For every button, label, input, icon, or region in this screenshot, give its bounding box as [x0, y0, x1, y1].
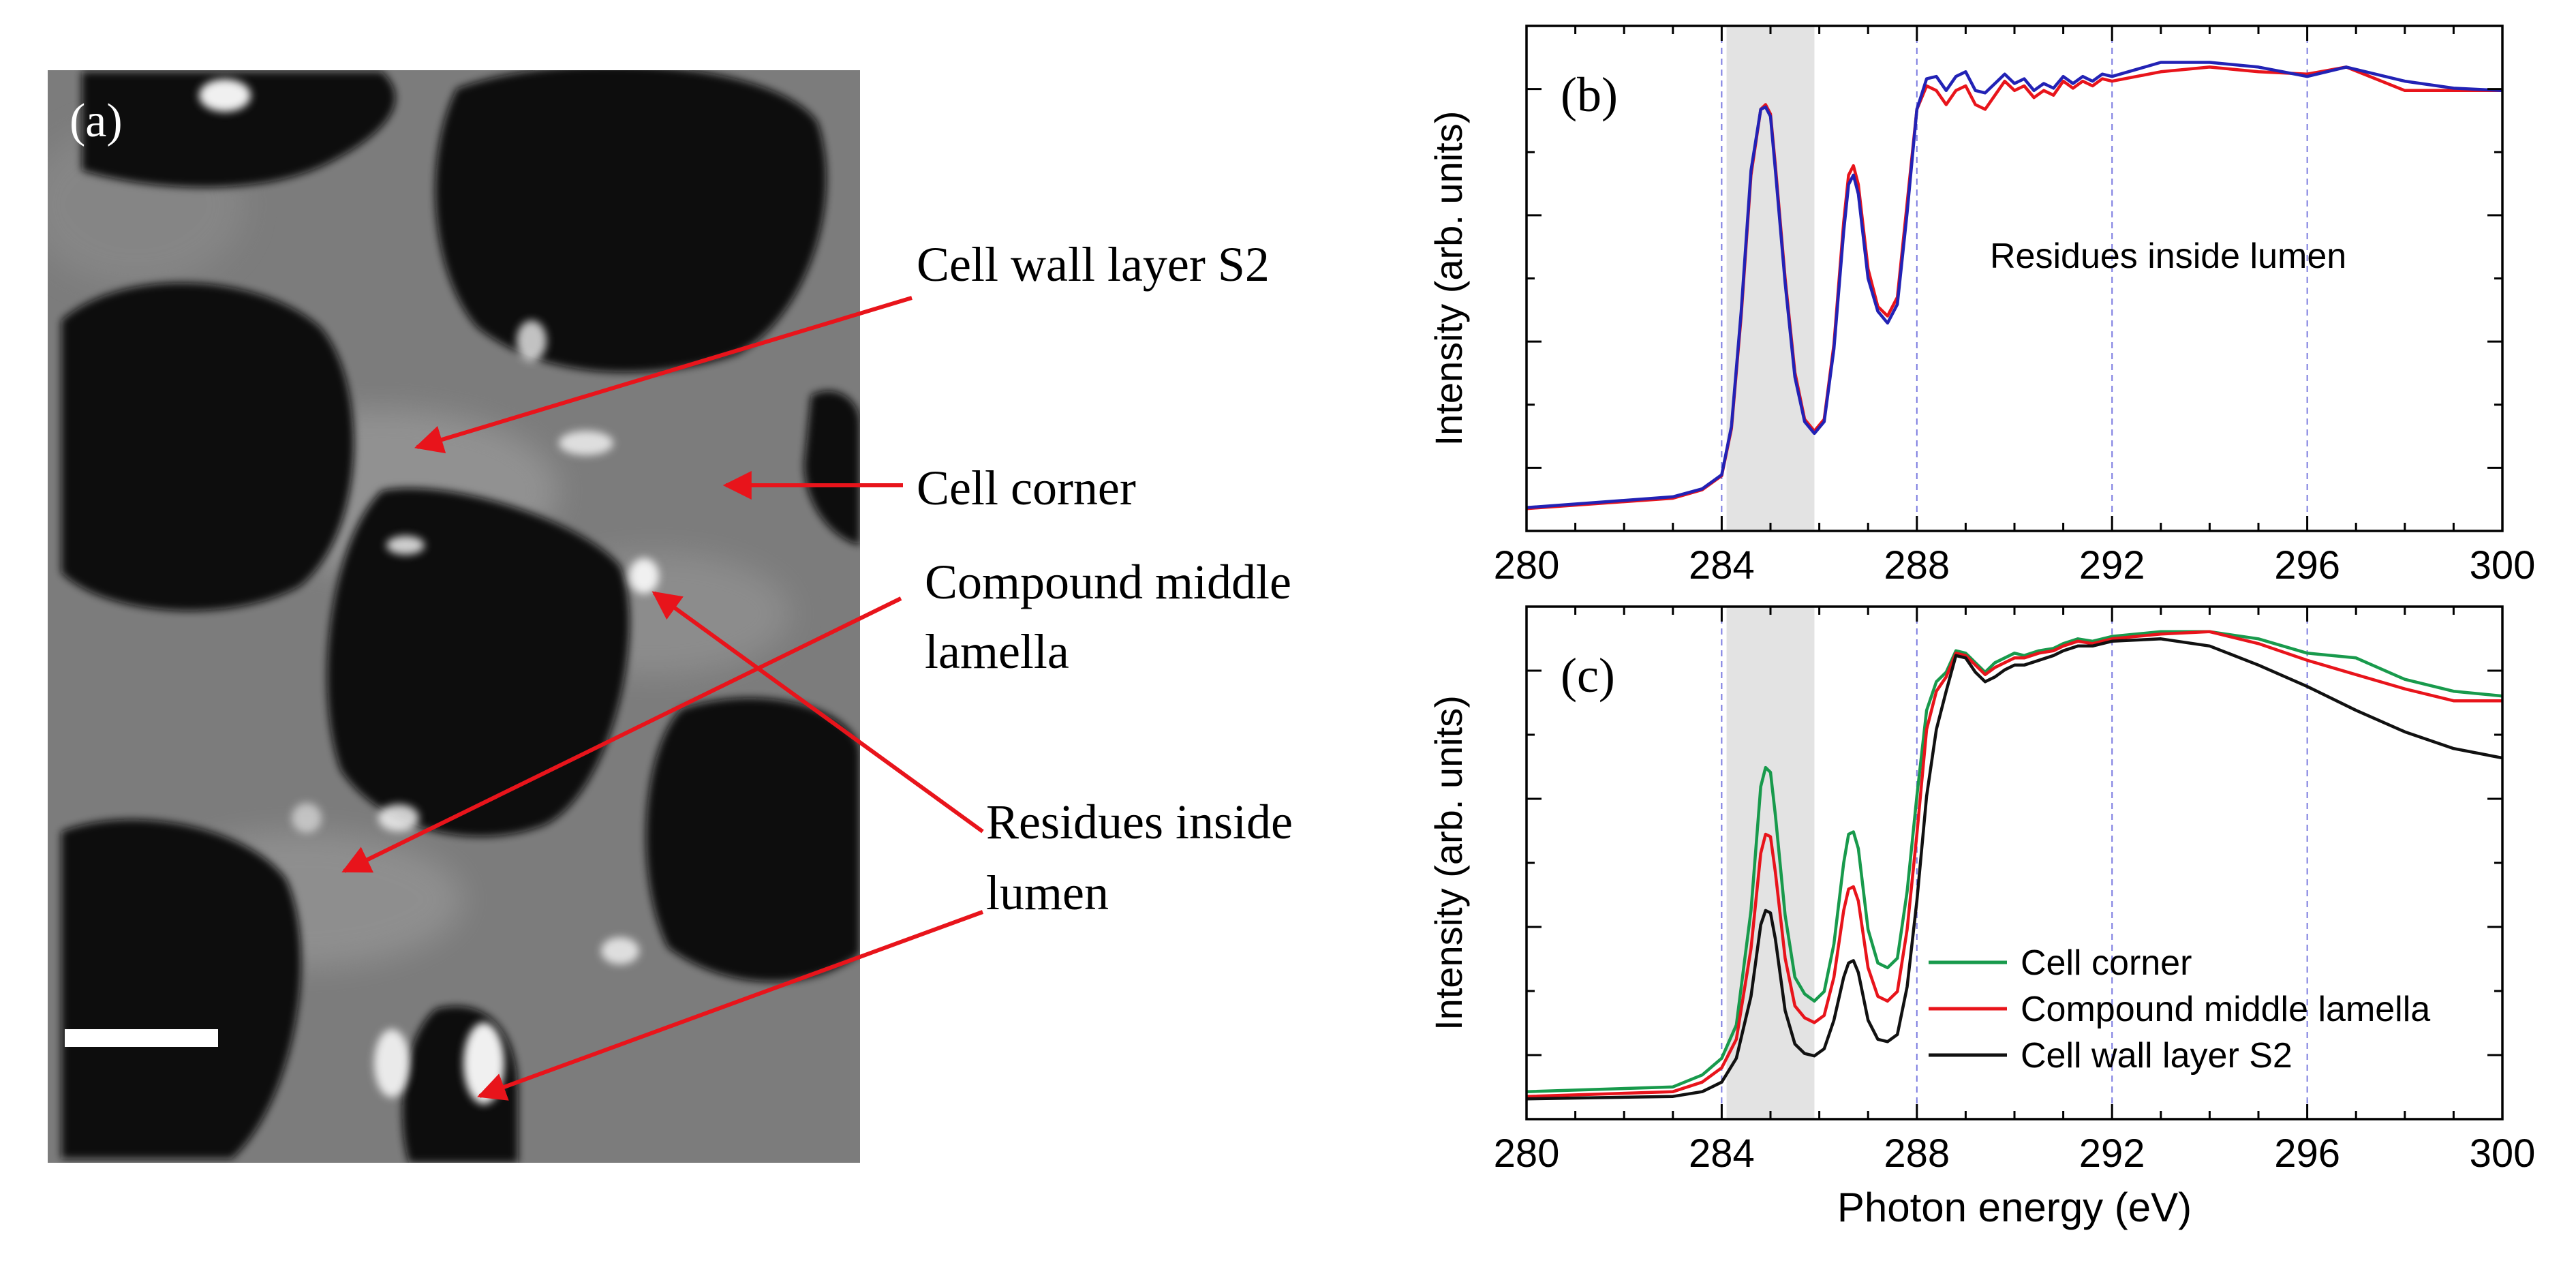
chart-b-xtick-label-288: 288	[1884, 543, 1950, 588]
chart-c-xtick-label-288: 288	[1884, 1131, 1950, 1176]
annotation-arrows	[341, 296, 984, 1101]
chart-c-legend-label-0: Cell corner	[2021, 943, 2192, 983]
chart-c-legend-label-1: Compound middle lamella	[2021, 990, 2430, 1029]
label-residues-line2: lumen	[986, 866, 1109, 920]
chart-c: 280 284 288 292 296 300 Intensity (arb. units)…	[1427, 605, 2536, 1230]
cell-lumens	[61, 70, 860, 1163]
chart-c-xtick-label-284: 284	[1689, 1131, 1755, 1176]
annotation-labels: Cell wall layer S2 Cell corner Compound …	[917, 237, 1293, 920]
chart-c-xtick-label-280: 280	[1494, 1131, 1560, 1176]
chart-c-ylabel: Intensity (arb. units)	[1427, 695, 1470, 1031]
chart-c-xtick-label-300: 300	[2470, 1131, 2536, 1176]
chart-b-xtick-label-296: 296	[2274, 543, 2340, 588]
label-cell-corner: Cell corner	[917, 461, 1136, 515]
chart-b-xtick-label-300: 300	[2470, 543, 2536, 588]
arrow-residues-upper	[651, 591, 984, 834]
chart-c-xtick-label-292: 292	[2079, 1131, 2145, 1176]
label-cell-wall-s2: Cell wall layer S2	[917, 237, 1270, 292]
chart-b-xtick-label-280: 280	[1494, 543, 1560, 588]
chart-c-series-cell-corner	[1526, 630, 2503, 1093]
arrow-cell-wall-s2	[414, 296, 913, 454]
chart-b-xtick-label-284: 284	[1689, 543, 1755, 588]
chart-c-series-cell-wall-layer-s2	[1526, 637, 2503, 1101]
micrograph-image	[48, 70, 860, 1163]
chart-b-axes-frame	[1525, 25, 2504, 532]
chart-b-series-blue	[1526, 61, 2503, 510]
chart-c-legend-label-2: Cell wall layer S2	[2021, 1036, 2293, 1076]
chart-b: 280 284 288 292 296 300 Intensity (arb. units)…	[1427, 25, 2536, 588]
chart-b-series-red	[1526, 65, 2502, 510]
label-compound-middle-line2: lamella	[925, 624, 1069, 679]
chart-c-panel-label: (c)	[1561, 648, 1615, 703]
chart-c-marks: 280 284 288 292 296 300 Intensity (arb. units)…	[1427, 605, 2536, 1230]
chart-c-xlabel: Photon energy (eV)	[1837, 1185, 2192, 1230]
chart-b-marks: 280 284 288 292 296 300 Intensity (arb. units)…	[1427, 25, 2536, 588]
arrow-compound-middle-lamella	[341, 596, 902, 873]
label-residues-line1: Residues inside	[986, 795, 1293, 849]
chart-b-annotation: Residues inside lumen	[1990, 237, 2346, 276]
chart-c-xtick-label-296: 296	[2274, 1131, 2340, 1176]
chart-b-shaded-region	[1726, 26, 1815, 531]
chart-c-axes-frame	[1525, 605, 2504, 1121]
chart-c-series-compound-middle-lamella	[1526, 630, 2502, 1098]
bright-features	[199, 79, 659, 1104]
micrograph-panel: (a) Cell wall layer S2 Cell corner Compo…	[48, 70, 1293, 1163]
scale-bar	[65, 1029, 218, 1047]
panel-label-a: (a)	[70, 95, 123, 147]
label-compound-middle-line1: Compound middle	[925, 555, 1291, 609]
arrow-residues-lower	[477, 910, 984, 1101]
chart-b-panel-label: (b)	[1561, 67, 1618, 122]
chart-b-xtick-label-292: 292	[2079, 543, 2145, 588]
chart-b-ylabel: Intensity (arb. units)	[1427, 111, 1470, 446]
